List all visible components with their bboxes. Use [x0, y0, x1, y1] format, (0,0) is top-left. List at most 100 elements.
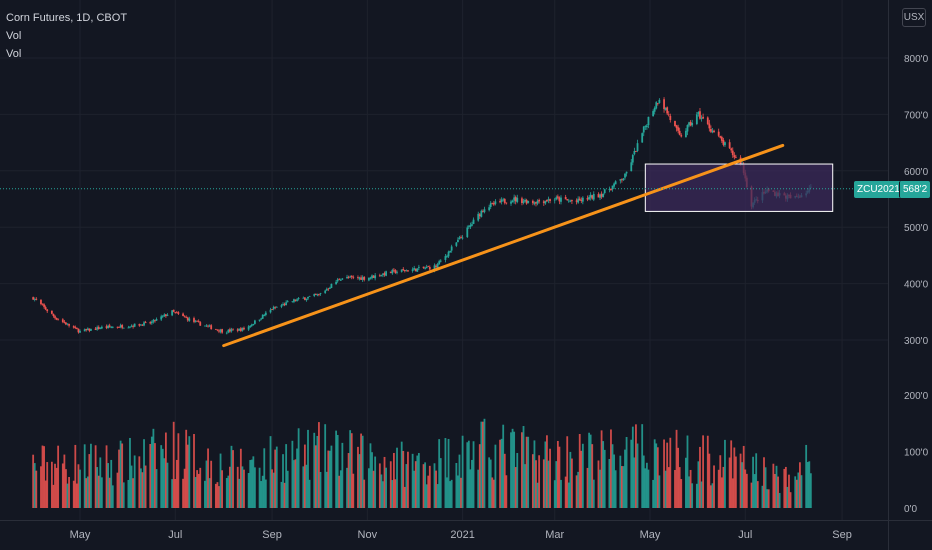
- time-tick-label: Jul: [738, 529, 752, 541]
- volume-bar: [745, 473, 748, 508]
- candle-body: [477, 213, 480, 221]
- volume-bar: [800, 475, 803, 508]
- volume-bar: [560, 479, 562, 508]
- candle-body: [734, 156, 737, 158]
- volume-bar: [619, 455, 622, 508]
- candle-body: [361, 277, 364, 280]
- volume-bar: [239, 448, 242, 508]
- candle-body: [566, 199, 569, 201]
- candle-body: [536, 200, 539, 204]
- volume-bar: [141, 472, 144, 508]
- volume-bar: [542, 459, 545, 508]
- volume-indicator-label[interactable]: Vol: [6, 30, 22, 42]
- candle-body: [294, 299, 297, 301]
- candle-body: [111, 326, 114, 328]
- currency-button[interactable]: USX: [902, 8, 926, 27]
- volume-bar: [575, 475, 578, 508]
- candle-body: [467, 226, 470, 228]
- volume-bar: [571, 458, 573, 508]
- volume-bar: [219, 453, 222, 508]
- candle-body: [499, 201, 501, 203]
- candle-body: [521, 198, 523, 203]
- candle-body: [424, 267, 427, 269]
- volume-bar: [74, 444, 77, 508]
- candle-body: [63, 321, 66, 323]
- candle-body: [522, 201, 525, 203]
- volume-bars: [32, 418, 812, 508]
- volume-bar: [303, 444, 306, 508]
- volume-bar: [553, 480, 556, 508]
- volume-indicator-label-2[interactable]: Vol: [6, 48, 22, 60]
- volume-bar: [258, 467, 261, 508]
- candle-body: [193, 318, 195, 322]
- volume-bar: [33, 463, 36, 508]
- symbol-title[interactable]: Corn Futures, 1D, CBOT: [6, 12, 128, 24]
- volume-bar: [305, 464, 308, 508]
- candle-body: [480, 210, 483, 217]
- price-tick-label: 600'0: [904, 167, 929, 178]
- volume-bar: [372, 470, 375, 508]
- candle-body: [197, 321, 200, 323]
- volume-bar: [697, 461, 700, 508]
- candle-body: [122, 327, 125, 329]
- candle-body: [216, 329, 219, 331]
- candle-body: [252, 324, 255, 326]
- volume-tick-label: 100'0: [904, 448, 929, 459]
- price-tick-label: 500'0: [904, 223, 929, 234]
- candle-body: [149, 322, 152, 324]
- volume-bar: [756, 481, 759, 508]
- volume-bar: [775, 465, 778, 508]
- candle-body: [553, 199, 556, 201]
- volume-bar: [472, 441, 475, 508]
- candle-body: [731, 150, 734, 156]
- volume-bar: [678, 467, 681, 508]
- candle-body: [447, 251, 450, 257]
- volume-bar: [350, 433, 353, 508]
- volume-bar: [658, 475, 661, 508]
- candle-body: [183, 316, 186, 318]
- volume-bar: [546, 435, 548, 508]
- volume-bar: [458, 454, 461, 508]
- candle-body: [338, 279, 341, 281]
- volume-bar: [144, 465, 147, 508]
- candle-body: [68, 323, 70, 326]
- candle-body: [172, 309, 175, 312]
- volume-bar: [469, 469, 472, 508]
- volume-bar: [514, 467, 517, 508]
- candle-body: [214, 329, 217, 330]
- candle-body: [119, 325, 122, 327]
- volume-bar: [196, 470, 199, 508]
- volume-bar: [107, 463, 110, 508]
- candle-body: [232, 329, 234, 331]
- volume-bar: [695, 483, 698, 508]
- volume-bar: [183, 468, 186, 508]
- candle-body: [86, 328, 89, 330]
- candle-body: [174, 312, 177, 314]
- candle-body: [130, 325, 133, 327]
- volume-bar: [655, 443, 658, 508]
- candle-body: [57, 319, 60, 321]
- candle-body: [155, 319, 158, 321]
- candle-body: [492, 203, 495, 205]
- candle-body: [54, 316, 56, 318]
- candle-body: [402, 269, 405, 271]
- volume-bar: [392, 452, 395, 508]
- volume-bar: [40, 466, 42, 508]
- candle-body: [636, 143, 639, 151]
- volume-bar: [527, 436, 530, 508]
- volume-bar: [269, 436, 272, 508]
- candle-body: [325, 289, 328, 291]
- volume-bar: [663, 439, 665, 508]
- price-tick-label: 700'0: [904, 110, 929, 121]
- candle-body: [350, 275, 353, 277]
- candle-body: [664, 108, 667, 110]
- candle-body: [538, 199, 541, 202]
- candle-body: [35, 298, 38, 300]
- volume-bar: [360, 433, 362, 508]
- candle-body: [52, 313, 55, 316]
- candle-body: [510, 201, 512, 204]
- volume-bar: [297, 428, 300, 508]
- candle-body: [730, 148, 733, 151]
- candle-body: [143, 322, 145, 326]
